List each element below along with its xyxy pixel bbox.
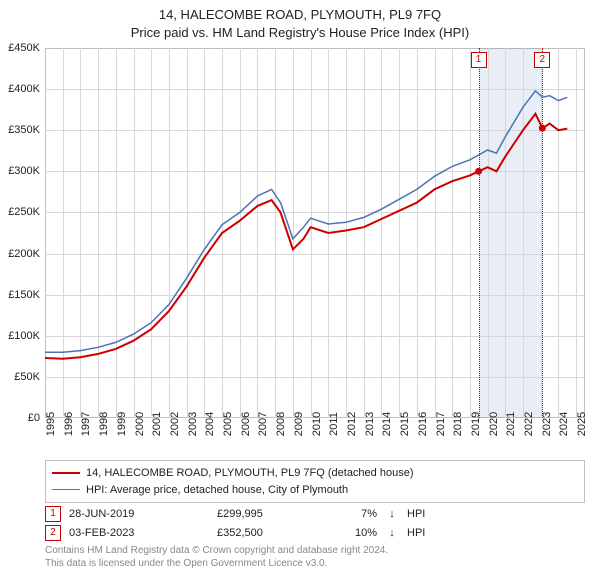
sale-price: £299,995 bbox=[217, 508, 327, 520]
title-line2: Price paid vs. HM Land Registry's House … bbox=[0, 24, 600, 42]
legend-swatch bbox=[52, 489, 80, 490]
disclaimer: Contains HM Land Registry data © Crown c… bbox=[45, 541, 585, 570]
legend-row: HPI: Average price, detached house, City… bbox=[52, 482, 578, 499]
legend-row: 14, HALECOMBE ROAD, PLYMOUTH, PL9 7FQ (d… bbox=[52, 465, 578, 482]
down-arrow-icon: ↓ bbox=[385, 508, 399, 520]
sale-pct: 10% bbox=[335, 527, 377, 539]
title-line1: 14, HALECOMBE ROAD, PLYMOUTH, PL9 7FQ bbox=[0, 6, 600, 24]
chart-svg bbox=[45, 48, 585, 418]
sale-row: 2 03-FEB-2023 £352,500 10% ↓ HPI bbox=[45, 522, 585, 541]
disclaimer-line2: This data is licensed under the Open Gov… bbox=[45, 558, 585, 570]
ytick-label: £450K bbox=[8, 42, 40, 54]
sale-date: 28-JUN-2019 bbox=[69, 508, 209, 520]
chart-title: 14, HALECOMBE ROAD, PLYMOUTH, PL9 7FQ Pr… bbox=[0, 0, 600, 41]
ytick-label: £350K bbox=[8, 124, 40, 136]
ytick-label: £150K bbox=[8, 289, 40, 301]
sales-table: 1 28-JUN-2019 £299,995 7% ↓ HPI 2 03-FEB-2023 £3… bbox=[45, 503, 585, 541]
sale-point-dot bbox=[539, 125, 546, 132]
sale-marker-box: 2 bbox=[534, 52, 550, 68]
sale-pct: 7% bbox=[335, 508, 377, 520]
ytick-label: £0 bbox=[28, 412, 40, 424]
ytick-label: £400K bbox=[8, 83, 40, 95]
series-hpi bbox=[45, 91, 567, 352]
disclaimer-line1: Contains HM Land Registry data © Crown c… bbox=[45, 545, 585, 558]
legend-box: 14, HALECOMBE ROAD, PLYMOUTH, PL9 7FQ (d… bbox=[45, 460, 585, 503]
sale-row: 1 28-JUN-2019 £299,995 7% ↓ HPI bbox=[45, 503, 585, 522]
sale-point-dot bbox=[475, 168, 482, 175]
chart-plot-area: £0£50K£100K£150K£200K£250K£300K£350K£400… bbox=[45, 48, 585, 418]
sale-row-marker: 2 bbox=[45, 525, 61, 541]
legend-label: HPI: Average price, detached house, City… bbox=[86, 484, 348, 496]
sale-date: 03-FEB-2023 bbox=[69, 527, 209, 539]
ytick-label: £200K bbox=[8, 248, 40, 260]
legend-and-sales: 14, HALECOMBE ROAD, PLYMOUTH, PL9 7FQ (d… bbox=[45, 460, 585, 570]
ytick-label: £100K bbox=[8, 330, 40, 342]
sale-price: £352,500 bbox=[217, 527, 327, 539]
ytick-label: £50K bbox=[14, 371, 40, 383]
ytick-label: £250K bbox=[8, 206, 40, 218]
sale-hpi-label: HPI bbox=[407, 527, 425, 539]
ytick-label: £300K bbox=[8, 165, 40, 177]
sale-hpi-label: HPI bbox=[407, 508, 425, 520]
sale-row-marker: 1 bbox=[45, 506, 61, 522]
legend-swatch bbox=[52, 472, 80, 474]
sale-marker-box: 1 bbox=[471, 52, 487, 68]
down-arrow-icon: ↓ bbox=[385, 527, 399, 539]
legend-label: 14, HALECOMBE ROAD, PLYMOUTH, PL9 7FQ (d… bbox=[86, 467, 413, 479]
